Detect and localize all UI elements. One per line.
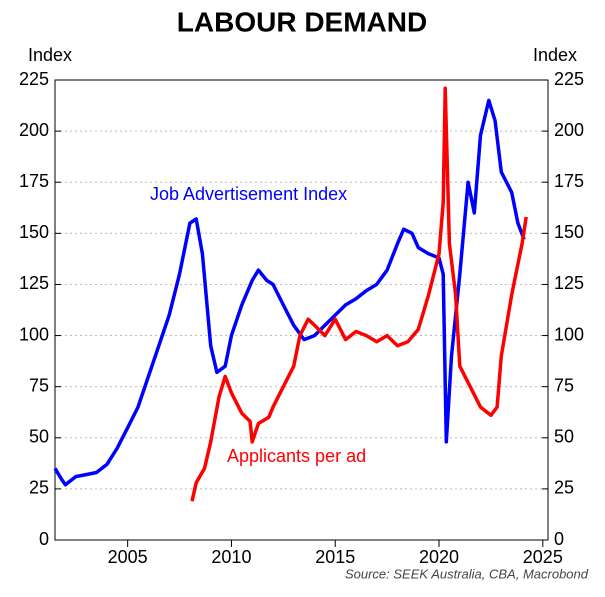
plot-frame <box>54 79 549 541</box>
y-tick-label: 200 <box>19 120 49 140</box>
x-tick-label: 2020 <box>419 547 459 567</box>
source-note: Source: SEEK Australia, CBA, Macrobond <box>345 566 589 581</box>
y-tick-label: 150 <box>19 222 49 242</box>
x-tick-label: 2025 <box>523 547 563 567</box>
series-annotation: Job Advertisement Index <box>150 184 347 204</box>
y-tick-label: 100 <box>19 324 49 344</box>
y2-tick-label: 125 <box>554 273 584 293</box>
chart-title: LABOUR DEMAND <box>177 6 427 37</box>
x-tick-label: 2005 <box>108 547 148 567</box>
series-line <box>53 98 526 487</box>
y-tick-label: 175 <box>19 171 49 191</box>
y2-tick-label: 25 <box>554 478 574 498</box>
y2-tick-label: 50 <box>554 427 574 447</box>
x-tick-label: 2015 <box>315 547 355 567</box>
y2-tick-label: 225 <box>554 69 584 89</box>
y2-tick-label: 0 <box>554 529 564 549</box>
y-tick-label: 125 <box>19 273 49 293</box>
y-tick-label: 75 <box>29 375 49 395</box>
y2-axis-label: Index <box>533 45 577 65</box>
x-tick-label: 2010 <box>211 547 251 567</box>
y2-tick-label: 75 <box>554 375 574 395</box>
series-annotation: Applicants per ad <box>227 446 366 466</box>
y-axis-label: Index <box>28 45 72 65</box>
y2-tick-label: 100 <box>554 324 584 344</box>
y2-tick-label: 150 <box>554 222 584 242</box>
y2-tick-label: 200 <box>554 120 584 140</box>
series-line <box>190 86 528 502</box>
y-tick-label: 25 <box>29 478 49 498</box>
y2-tick-label: 175 <box>554 171 584 191</box>
y-tick-label: 0 <box>39 529 49 549</box>
y-tick-label: 50 <box>29 427 49 447</box>
y-tick-label: 225 <box>19 69 49 89</box>
